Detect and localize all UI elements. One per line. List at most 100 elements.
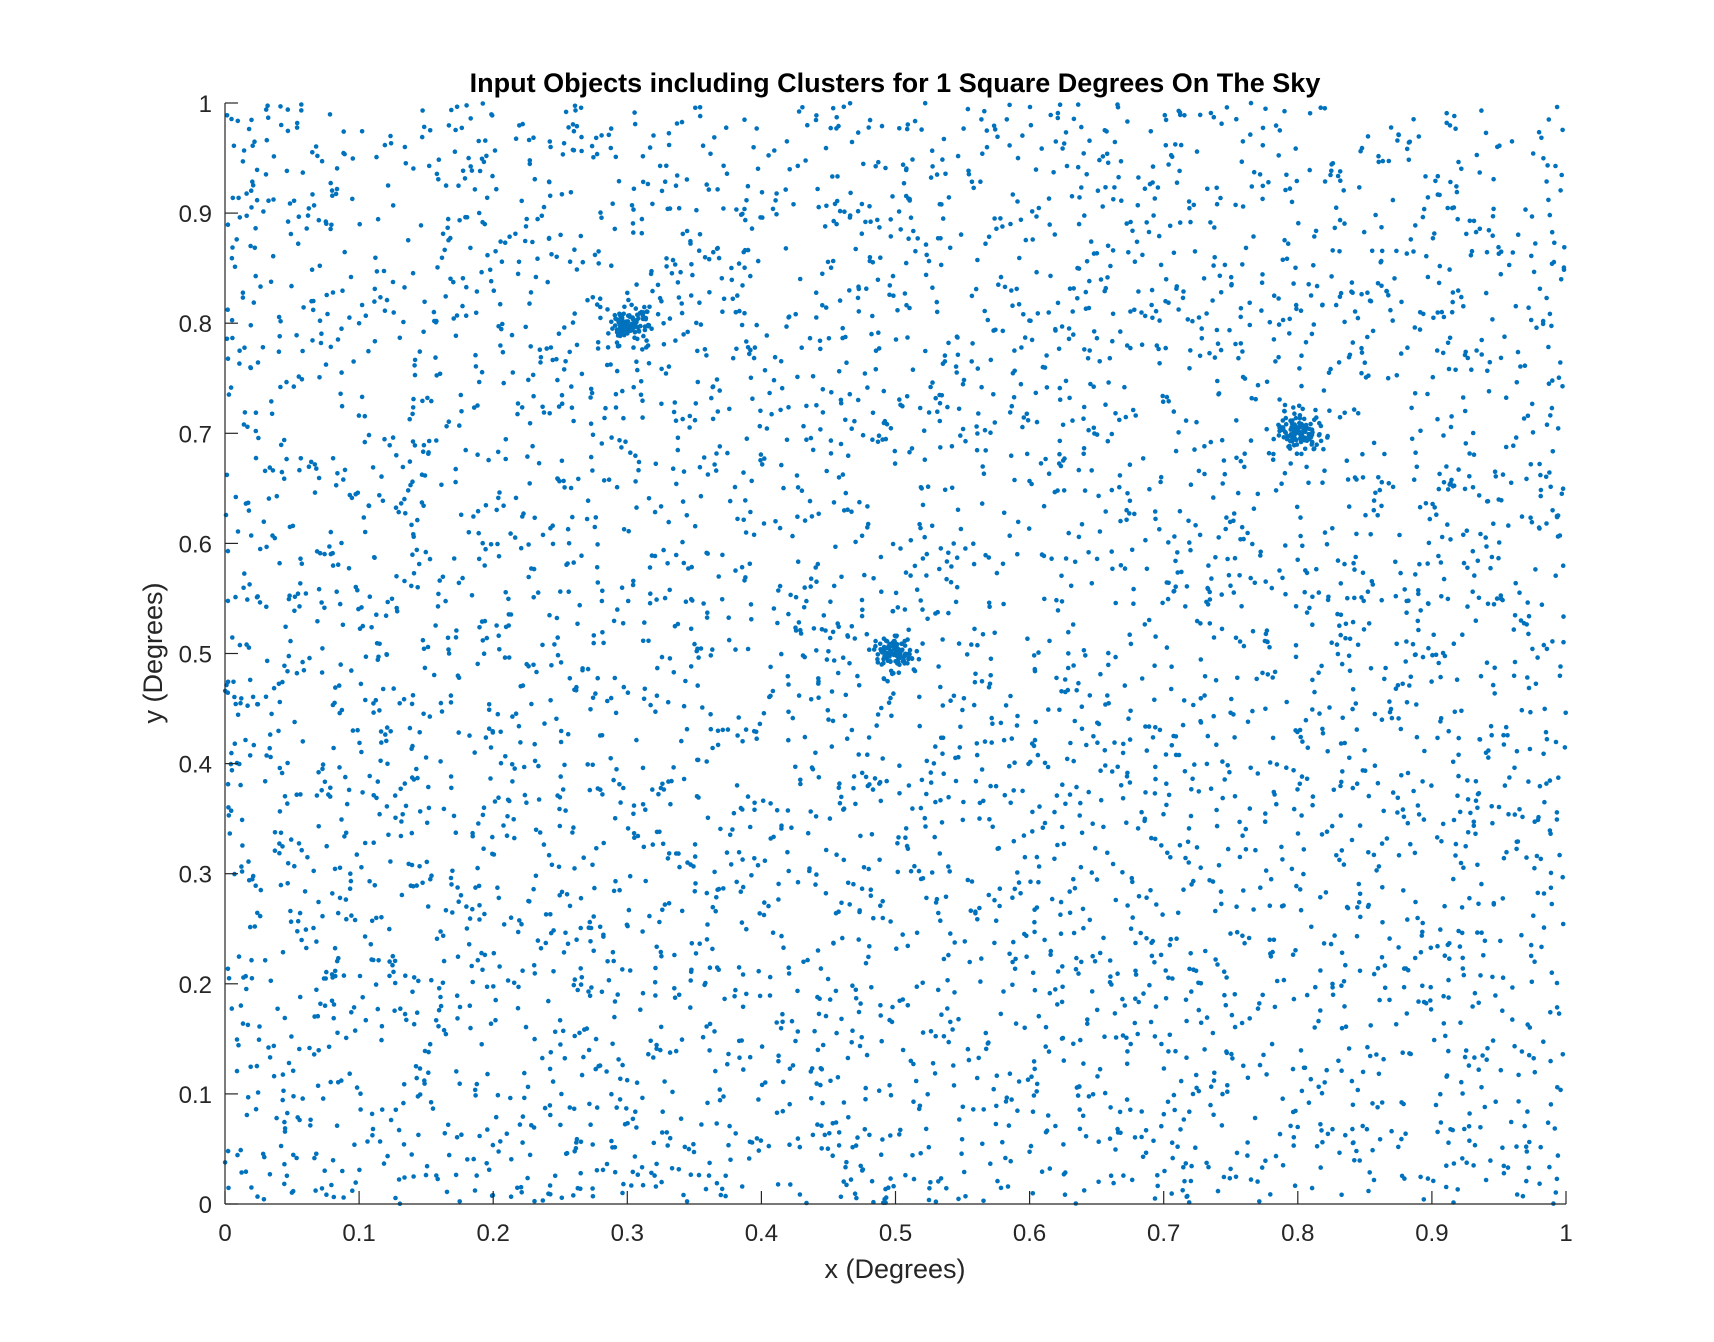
scatter-point	[1273, 488, 1279, 493]
scatter-point	[540, 642, 545, 648]
scatter-point	[714, 246, 720, 251]
scatter-point	[1402, 1176, 1407, 1181]
scatter-point	[960, 426, 966, 432]
scatter-point	[1379, 717, 1385, 722]
scatter-point	[1176, 108, 1181, 114]
scatter-point	[1047, 638, 1052, 644]
scatter-point	[1166, 1049, 1171, 1054]
scatter-point	[1242, 451, 1247, 457]
scatter-point	[802, 585, 807, 590]
scatter-point	[1417, 504, 1423, 510]
scatter-point	[511, 817, 516, 822]
scatter-point	[421, 711, 426, 717]
scatter-point	[1476, 1067, 1481, 1072]
scatter-point	[1425, 195, 1431, 200]
scatter-point	[951, 693, 957, 699]
scatter-point	[862, 1127, 868, 1132]
scatter-point	[1529, 253, 1534, 259]
scatter-point	[717, 1087, 723, 1092]
scatter-point	[1413, 899, 1418, 905]
scatter-point	[288, 908, 293, 914]
scatter-point	[277, 841, 282, 846]
scatter-point	[1380, 920, 1385, 925]
scatter-point	[881, 676, 887, 682]
scatter-point	[497, 964, 502, 969]
scatter-point	[875, 217, 880, 223]
scatter-point	[867, 204, 872, 209]
scatter-point	[589, 390, 595, 396]
scatter-point	[712, 1029, 717, 1034]
scatter-point	[253, 273, 258, 279]
scatter-point	[405, 488, 411, 493]
scatter-point	[549, 862, 555, 868]
scatter-point	[1478, 973, 1483, 978]
scatter-point	[1086, 550, 1091, 555]
scatter-point	[264, 137, 270, 143]
scatter-point	[581, 855, 586, 860]
scatter-point	[593, 1036, 599, 1042]
scatter-point	[457, 1199, 463, 1204]
scatter-point	[1452, 113, 1457, 119]
scatter-point	[1011, 939, 1016, 945]
scatter-point	[1164, 781, 1169, 786]
scatter-point	[749, 873, 754, 878]
scatter-point	[1118, 329, 1123, 334]
scatter-point	[972, 626, 977, 632]
scatter-point	[496, 895, 502, 901]
scatter-point	[335, 1030, 340, 1036]
scatter-point	[889, 1019, 895, 1025]
scatter-point	[278, 122, 284, 128]
scatter-point	[243, 737, 248, 743]
scatter-point	[786, 709, 791, 715]
scatter-point	[529, 566, 534, 571]
scatter-point	[1486, 389, 1492, 394]
scatter-point	[861, 865, 867, 870]
scatter-point	[1144, 936, 1149, 941]
scatter-point	[981, 1107, 986, 1112]
scatter-point	[1296, 403, 1302, 409]
scatter-point	[1196, 315, 1202, 320]
scatter-point	[1076, 221, 1082, 227]
scatter-point	[1343, 962, 1348, 968]
scatter-point	[1166, 540, 1171, 545]
scatter-point	[972, 679, 978, 685]
scatter-point	[441, 806, 447, 812]
scatter-point	[740, 884, 746, 890]
scatter-point	[613, 154, 619, 160]
scatter-point	[666, 901, 672, 906]
scatter-point	[554, 356, 559, 362]
scatter-point	[1135, 826, 1141, 831]
scatter-point	[981, 1198, 986, 1204]
scatter-point	[429, 398, 434, 404]
scatter-point	[1353, 554, 1358, 560]
scatter-point	[1117, 473, 1123, 478]
scatter-point	[1214, 807, 1219, 813]
scatter-point	[1470, 1004, 1475, 1009]
scatter-point	[1119, 198, 1124, 203]
scatter-point	[475, 508, 481, 514]
scatter-point	[1193, 1145, 1198, 1150]
scatter-point	[938, 735, 944, 741]
scatter-point	[1365, 290, 1370, 296]
scatter-point	[1139, 310, 1144, 315]
scatter-point	[510, 370, 516, 375]
scatter-point	[1177, 843, 1183, 848]
scatter-point	[1379, 503, 1384, 509]
scatter-point	[901, 181, 907, 186]
scatter-point	[745, 794, 751, 799]
scatter-point	[1339, 779, 1344, 785]
scatter-point	[1539, 135, 1544, 141]
scatter-point	[479, 1042, 485, 1047]
scatter-point	[1532, 819, 1537, 824]
scatter-point	[1549, 405, 1555, 411]
scatter-point	[280, 1072, 286, 1077]
scatter-point	[1484, 544, 1489, 549]
scatter-point	[853, 1143, 859, 1148]
scatter-point	[571, 148, 577, 153]
scatter-point	[1142, 186, 1148, 191]
scatter-point	[1105, 275, 1110, 280]
scatter-point	[417, 1066, 423, 1071]
scatter-point	[1476, 493, 1482, 498]
scatter-point	[948, 579, 954, 585]
scatter-point	[331, 745, 336, 751]
